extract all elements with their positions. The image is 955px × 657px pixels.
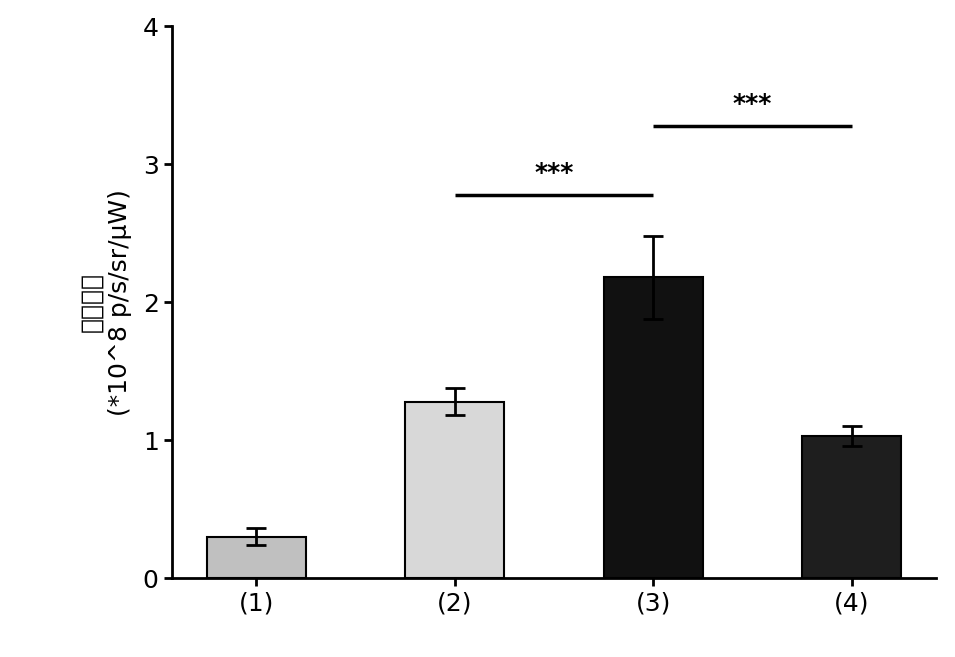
Bar [604, 277, 703, 578]
Bar [802, 436, 902, 578]
Text: ***: *** [534, 161, 574, 185]
Y-axis label: 荧光强度
(*10^8 p/s/sr/μW): 荧光强度 (*10^8 p/s/sr/μW) [80, 189, 132, 416]
Bar [206, 537, 306, 578]
Bar [405, 401, 504, 578]
Text: ***: *** [732, 92, 772, 116]
